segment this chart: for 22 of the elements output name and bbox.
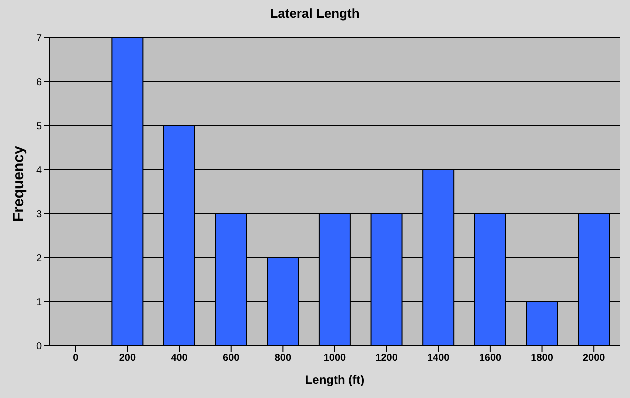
y-tick-label: 1 [36,298,42,309]
y-axis-title: Frequency [10,145,28,222]
y-tick-label: 5 [36,122,42,133]
y-tick-label: 2 [36,254,42,265]
x-tick-label: 1000 [324,353,347,364]
x-tick-label: 400 [171,353,188,364]
y-tick-label: 6 [36,78,42,89]
y-tick-label: 3 [36,210,42,221]
x-tick-label: 0 [73,353,80,364]
x-tick-label: 200 [119,353,137,364]
x-tick-label: 1600 [479,353,502,364]
x-tick-label: 600 [223,353,240,364]
y-tick-label: 7 [36,34,42,45]
x-tick-label: 1800 [531,353,554,364]
x-tick-label: 1200 [376,353,398,364]
x-tick-label: 1400 [428,353,450,364]
x-tick-label: 800 [274,353,292,364]
x-tick-label: 2000 [582,353,606,364]
chart-title: Lateral Length [269,6,361,21]
x-axis-title: Length (ft) [305,373,365,387]
y-tick-label: 0 [36,342,42,353]
y-tick-label: 4 [36,166,42,177]
